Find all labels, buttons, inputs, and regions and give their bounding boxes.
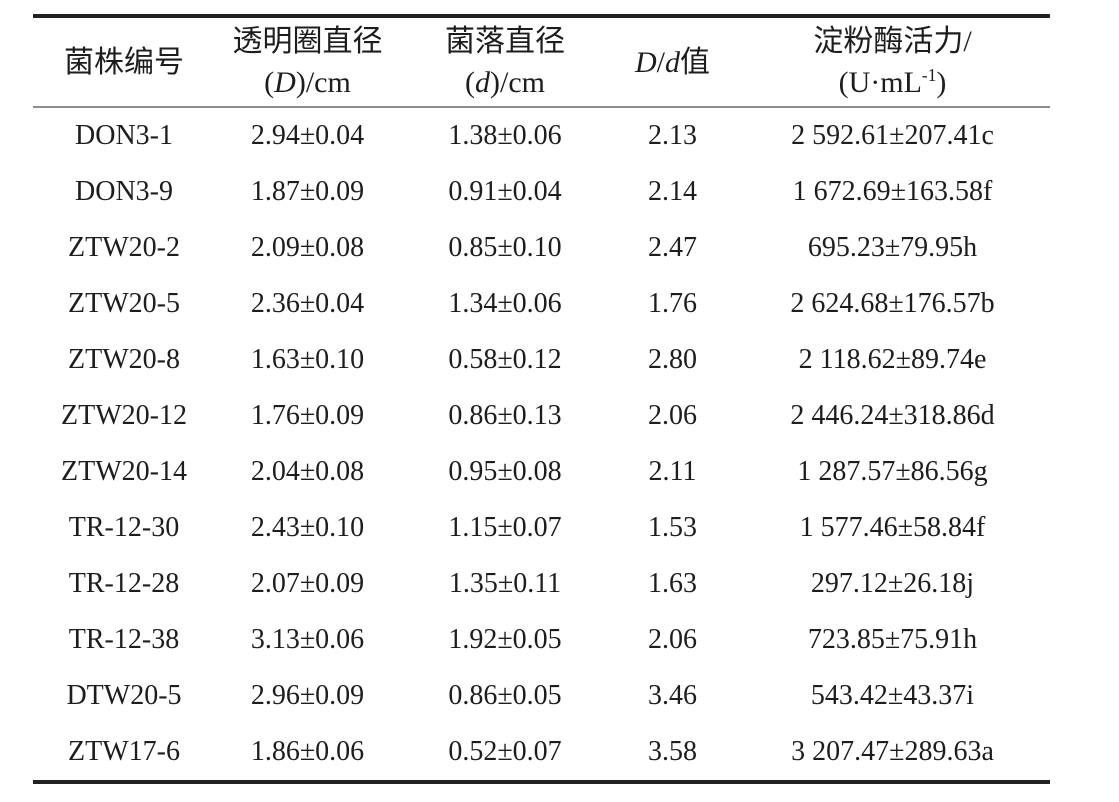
table-cell-col5: 1 672.69±163.58f: [792, 176, 993, 207]
table-cell-col1: ZTW20-8: [68, 344, 180, 375]
table-row: ZTW20-8 1.63±0.10 0.58±0.12 2.80 2 118.62±89…: [33, 332, 1050, 388]
table-cell-col1: ZTW17-6: [68, 736, 180, 767]
table-cell-col3: 1.35±0.11: [448, 568, 562, 599]
table-cell-col1: ZTW20-12: [61, 400, 187, 431]
table-cell-col5: 543.42±43.37i: [810, 680, 975, 711]
table-cell-col4: 3.46: [648, 680, 697, 711]
header-strain-label: 菌株编号: [64, 45, 184, 79]
table-cell-col2: 2.96±0.09: [250, 680, 365, 711]
table-cell-col3: 0.86±0.13: [448, 400, 562, 431]
table-cell-col2: 3.13±0.06: [250, 624, 365, 655]
table-cell-col3: 0.85±0.10: [448, 232, 562, 263]
table-cell-col5: 695.23±79.95h: [807, 232, 978, 263]
header-dd-ratio-label: D/d值: [634, 45, 710, 79]
table-cell-col4: 2.47: [648, 232, 697, 263]
header-amylase-activity: 淀粉酶活力/ (U·mL-1): [735, 16, 1050, 108]
table-cell-col5: 723.85±75.91h: [807, 624, 978, 655]
table-cell-col1: ZTW20-5: [68, 288, 180, 319]
header-clear-zone-line1: 透明圈直径: [232, 25, 383, 58]
superscript-minus-one: -1: [921, 65, 937, 85]
table-cell-col2: 2.04±0.08: [250, 456, 365, 487]
symbol-d: d: [665, 45, 680, 79]
table-cell-col3: 0.58±0.12: [448, 344, 562, 375]
table-cell-col4: 1.53: [648, 512, 697, 543]
header-clear-zone-diameter: 透明圈直径 (D)/cm: [215, 16, 400, 108]
header-activity-unit: (U·mL-1): [838, 65, 947, 99]
table-row: DTW20-5 2.96±0.09 0.86±0.05 3.46 543.42±43.3…: [33, 668, 1050, 724]
table-cell-col1: DON3-1: [75, 120, 173, 151]
table-cell-col2: 1.63±0.10: [250, 344, 365, 375]
table-cell-col3: 1.38±0.06: [448, 120, 562, 151]
table-cell-col5: 2 592.61±207.41c: [791, 120, 994, 151]
header-colony-line1: 菌落直径: [445, 25, 565, 58]
table-cell-col3: 0.86±0.05: [448, 680, 562, 711]
table-cell-col1: DTW20-5: [66, 680, 182, 711]
table-cell-col4: 2.80: [648, 344, 697, 375]
table-cell-col1: TR-12-38: [68, 624, 180, 655]
table-cell-col1: TR-12-28: [68, 568, 180, 599]
table-cell-col4: 1.63: [648, 568, 697, 599]
table-cell-col2: 1.86±0.06: [250, 736, 365, 767]
symbol-D: D: [634, 45, 657, 79]
table-cell-col3: 1.34±0.06: [448, 288, 562, 319]
table-row: DON3-1 2.94±0.04 1.38±0.06 2.13 2 592.61±207…: [33, 107, 1050, 164]
table-cell-col5: 1 287.57±86.56g: [797, 456, 988, 487]
table-cell-col4: 2.11: [648, 456, 697, 487]
table-cell-col3: 1.15±0.07: [448, 512, 562, 543]
header-dd-ratio: D/d值: [610, 16, 735, 108]
table-row: ZTW20-12 1.76±0.09 0.86±0.13 2.06 2 446.24±3…: [33, 388, 1050, 444]
table-cell-col1: TR-12-30: [68, 512, 180, 543]
table-cell-col4: 2.13: [648, 120, 697, 151]
table-cell-col5: 3 207.47±289.63a: [791, 736, 994, 767]
table-cell-col4: 3.58: [648, 736, 697, 767]
table-row: TR-12-28 2.07±0.09 1.35±0.11 1.63 297.12±26.…: [33, 556, 1050, 612]
table-cell-col3: 0.91±0.04: [448, 176, 562, 207]
table-cell-col1: DON3-9: [75, 176, 173, 207]
table-cell-col5: 2 118.62±89.74e: [798, 344, 987, 375]
symbol-D: D: [274, 66, 296, 99]
table-cell-col3: 1.92±0.05: [448, 624, 562, 655]
table-cell-col4: 2.14: [648, 176, 697, 207]
table-cell-col3: 0.52±0.07: [448, 736, 562, 767]
table-header: 菌株编号 透明圈直径 (D)/cm 菌落直径 (d)/cm D/d值 淀粉酶活力…: [33, 16, 1050, 108]
table-cell-col2: 2.36±0.04: [250, 288, 365, 319]
table-cell-col5: 2 624.68±176.57b: [790, 288, 995, 319]
table-cell-col1: ZTW20-14: [61, 456, 187, 487]
table-cell-col5: 2 446.24±318.86d: [790, 400, 995, 431]
table-cell-col4: 2.06: [648, 624, 697, 655]
table-cell-col3: 0.95±0.08: [448, 456, 562, 487]
table-cell-col1: ZTW20-2: [68, 232, 180, 263]
table-row: TR-12-38 3.13±0.06 1.92±0.05 2.06 723.85±75.…: [33, 612, 1050, 668]
table-cell-col2: 2.94±0.04: [250, 120, 365, 151]
header-clear-zone-line2: (D)/cm: [264, 66, 351, 99]
table-cell-col2: 1.87±0.09: [250, 176, 365, 207]
header-colony-diameter: 菌落直径 (d)/cm: [400, 16, 610, 108]
table-cell-col4: 2.06: [648, 400, 697, 431]
table-row: ZTW20-5 2.36±0.04 1.34±0.06 1.76 2 624.68±17…: [33, 276, 1050, 332]
table-cell-col2: 2.43±0.10: [250, 512, 365, 543]
table-row: DON3-9 1.87±0.09 0.91±0.04 2.14 1 672.69±163…: [33, 164, 1050, 220]
table-cell-col5: 297.12±26.18j: [810, 568, 975, 599]
table-row: ZTW20-2 2.09±0.08 0.85±0.10 2.47 695.23±79.9…: [33, 220, 1050, 276]
table-row: TR-12-30 2.43±0.10 1.15±0.07 1.53 1 577.46±5…: [33, 500, 1050, 556]
symbol-d: d: [475, 66, 490, 99]
table-cell-col2: 2.09±0.08: [250, 232, 365, 263]
header-row: 菌株编号 透明圈直径 (D)/cm 菌落直径 (d)/cm D/d值 淀粉酶活力…: [33, 16, 1050, 108]
header-strain-id: 菌株编号: [33, 16, 215, 108]
table-row: ZTW17-6 1.86±0.06 0.52±0.07 3.58 3 207.47±28…: [33, 724, 1050, 782]
amylase-activity-table: 菌株编号 透明圈直径 (D)/cm 菌落直径 (d)/cm D/d值 淀粉酶活力…: [33, 14, 1050, 784]
table-cell-col4: 1.76: [648, 288, 697, 319]
table-cell-col2: 2.07±0.09: [250, 568, 365, 599]
header-colony-line2: (d)/cm: [465, 66, 545, 99]
table-cell-col5: 1 577.46±58.84f: [799, 512, 986, 543]
header-activity-line1: 淀粉酶活力/: [813, 25, 972, 58]
table-body: DON3-1 2.94±0.04 1.38±0.06 2.13 2 592.61±207…: [33, 107, 1050, 782]
table-cell-col2: 1.76±0.09: [250, 400, 365, 431]
table-row: ZTW20-14 2.04±0.08 0.95±0.08 2.11 1 287.57±8…: [33, 444, 1050, 500]
